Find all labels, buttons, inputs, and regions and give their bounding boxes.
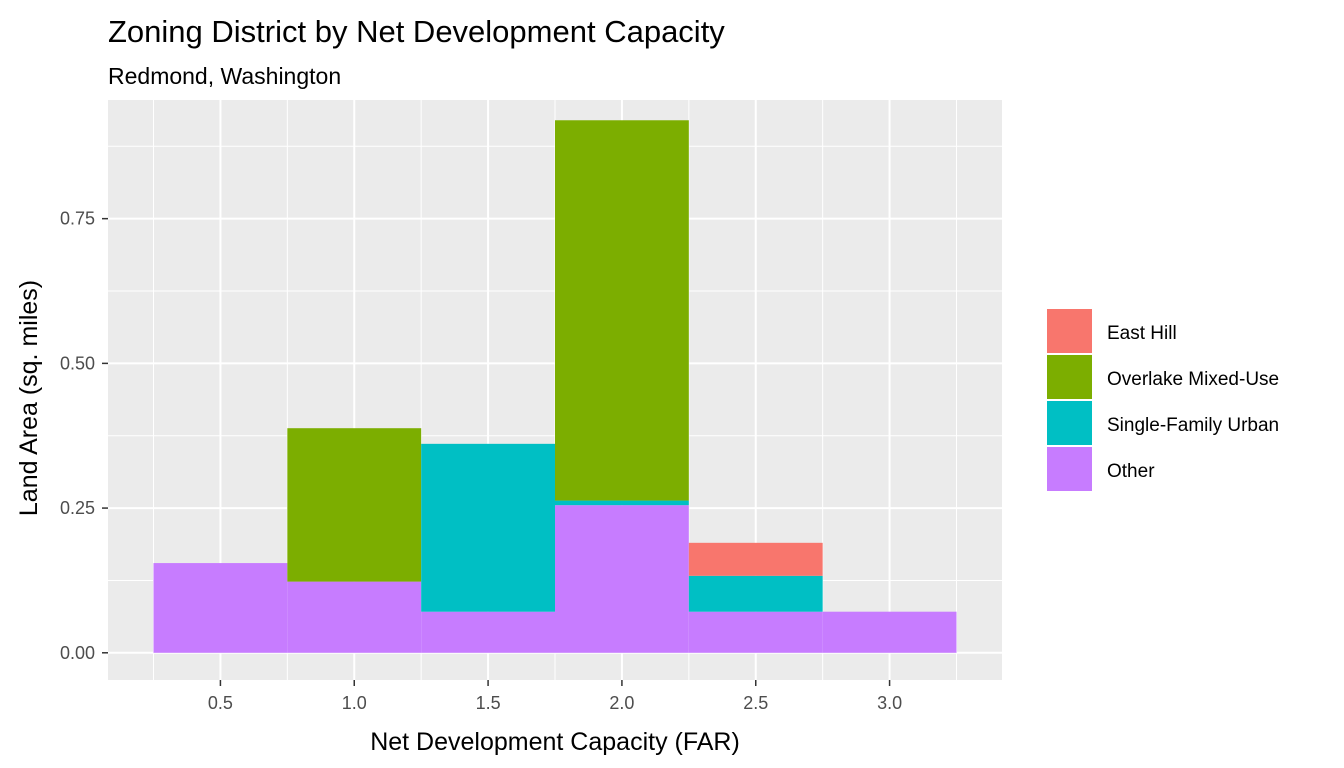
legend-swatch: [1047, 447, 1092, 491]
x-axis-title: Net Development Capacity (FAR): [370, 728, 740, 756]
legend-label: Single-Family Urban: [1107, 415, 1279, 436]
bar-other: [421, 611, 555, 653]
legend-swatch: [1047, 355, 1092, 399]
x-tick-label: 2.5: [743, 693, 768, 713]
y-tick-label: 0.75: [60, 209, 95, 229]
chart-title: Zoning District by Net Development Capac…: [108, 14, 725, 49]
y-axis: 0.00 0.25 0.50 0.75: [60, 209, 108, 663]
bar-single-family-urban: [688, 575, 823, 612]
bar-overlake-mixed-use: [555, 120, 689, 501]
bar-other: [822, 611, 957, 653]
bar-other: [287, 581, 422, 653]
legend-label: East Hill: [1107, 323, 1177, 344]
x-tick-label: 3.0: [877, 693, 902, 713]
y-tick-label: 0.25: [60, 498, 95, 518]
bar-single-family-urban: [421, 443, 555, 612]
y-tick-label: 0.50: [60, 353, 95, 373]
chart-subtitle: Redmond, Washington: [108, 63, 341, 89]
x-tick-label: 0.5: [208, 693, 233, 713]
legend: East Hill Overlake Mixed-Use Single-Family…: [1047, 309, 1279, 491]
bar-single-family-urban: [555, 500, 689, 506]
y-axis-title: Land Area (sq. miles): [15, 280, 43, 516]
legend-swatch: [1047, 309, 1092, 353]
x-tick-label: 1.5: [476, 693, 501, 713]
bar-other: [153, 563, 288, 653]
x-tick-label: 1.0: [342, 693, 367, 713]
bar-overlake-mixed-use: [287, 428, 422, 582]
legend-label: Other: [1107, 461, 1155, 482]
bar-other: [555, 505, 689, 653]
x-tick-label: 2.0: [609, 693, 634, 713]
y-tick-label: 0.00: [60, 643, 95, 663]
bar-other: [688, 611, 823, 653]
bars: [153, 120, 957, 653]
bar-east-hill: [688, 542, 823, 576]
legend-label: Overlake Mixed-Use: [1107, 369, 1279, 390]
x-axis: 0.5 1.0 1.5 2.0 2.5 3.0: [208, 680, 902, 713]
legend-swatch: [1047, 401, 1092, 445]
